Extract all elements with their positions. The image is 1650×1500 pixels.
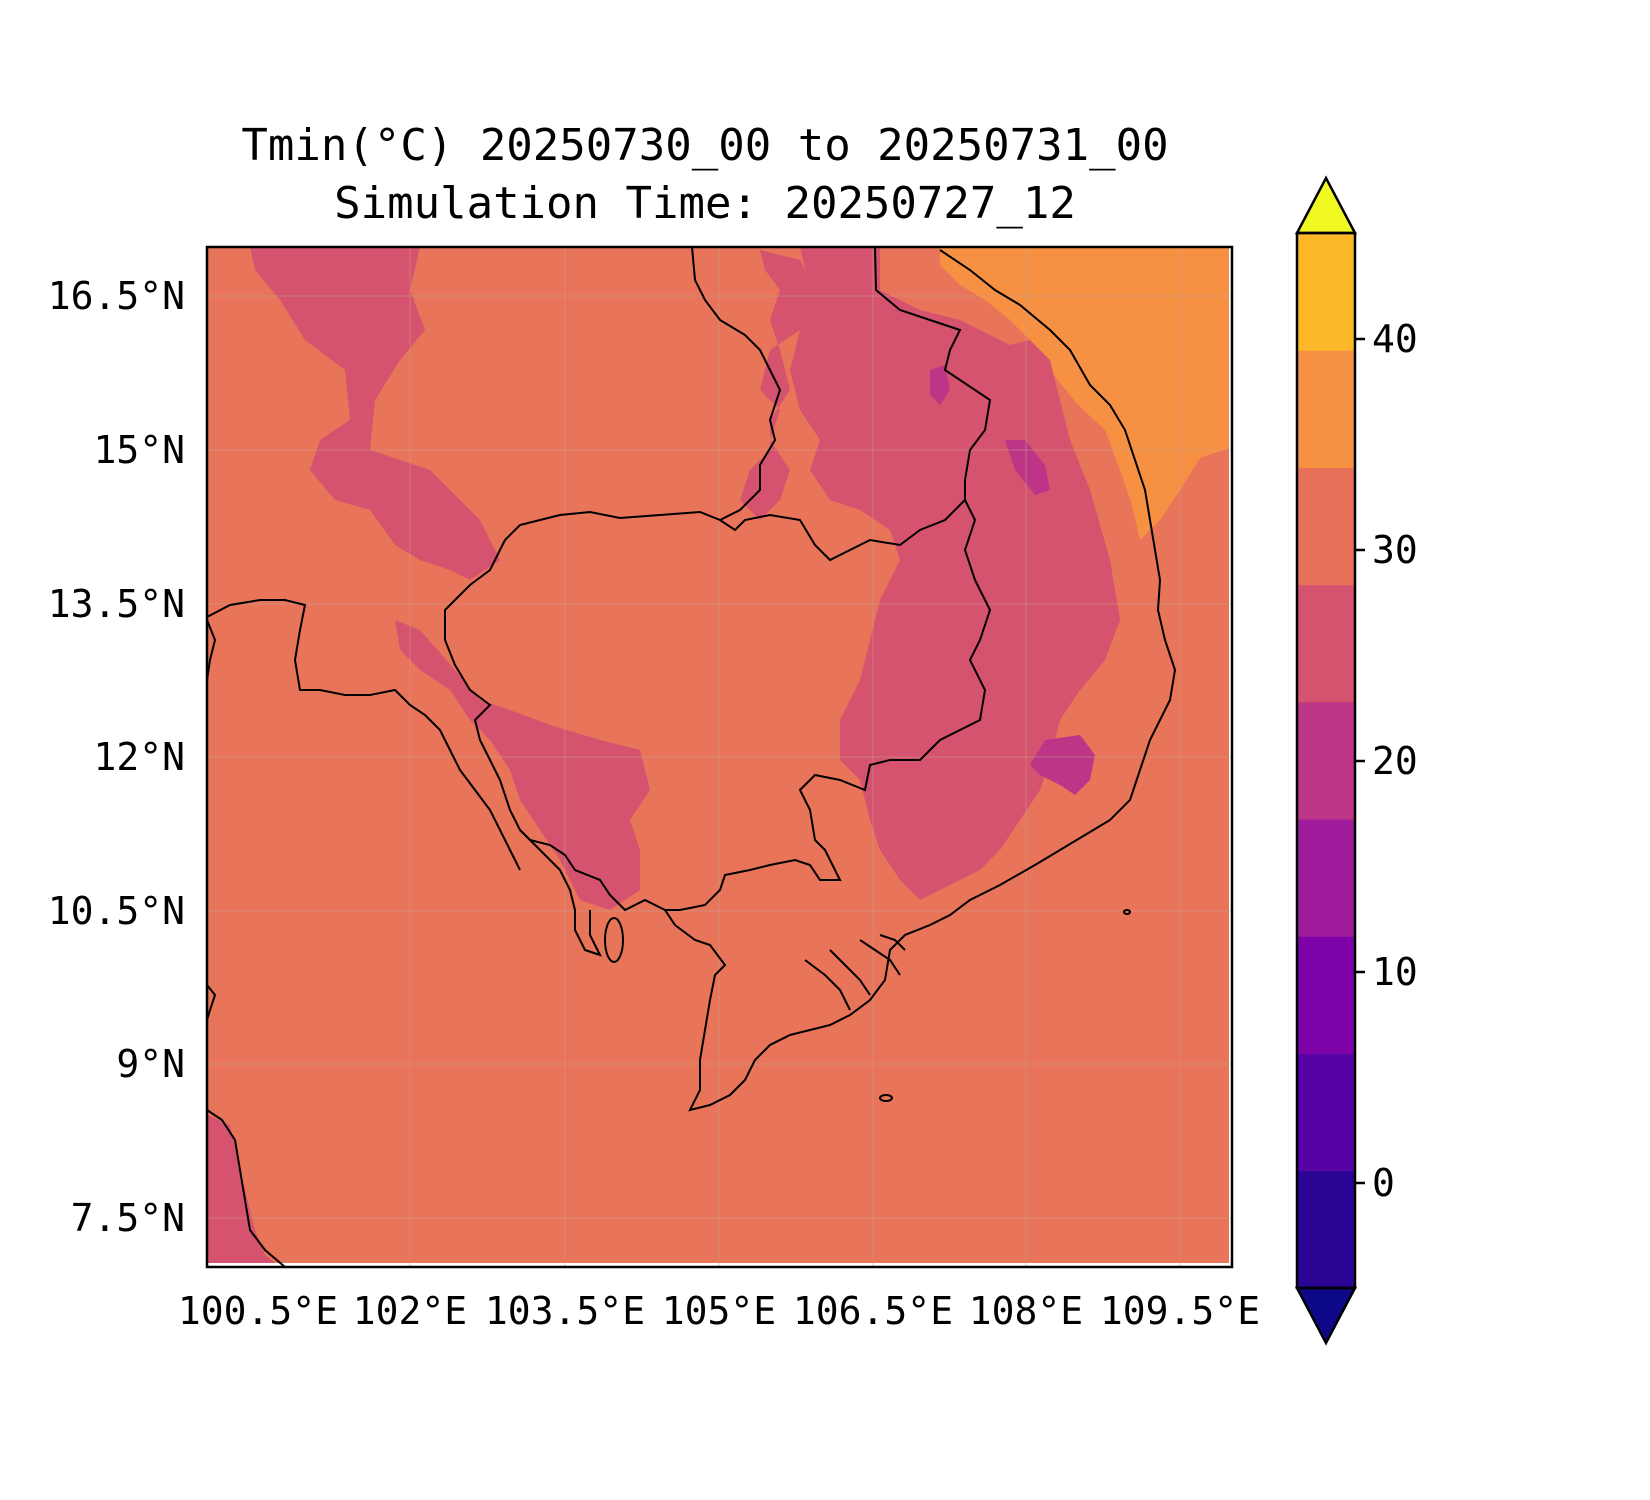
coast-gulf-of-thailand — [519, 829, 602, 957]
island-con-dao — [879, 1094, 893, 1102]
colorbar-band — [1297, 233, 1355, 351]
coolest-spot-north — [930, 365, 950, 405]
island-phu-quoc — [604, 917, 624, 963]
lat-tick-label: 15°N — [93, 428, 185, 472]
lon-tick-label: 103.5°E — [485, 1289, 645, 1333]
lat-tick-label: 13.5°N — [48, 582, 185, 626]
border-cambodia — [444, 498, 992, 912]
colorbar-band — [1297, 1053, 1355, 1172]
lon-tick-label: 105°E — [662, 1289, 776, 1333]
coast-thailand-east — [206, 599, 521, 871]
map-frame — [205, 245, 1234, 1269]
colorbar-band — [1297, 936, 1355, 1055]
islands-mekong-delta — [804, 934, 906, 1011]
chart-title-line2: Simulation Time: 20250727_12 — [334, 178, 1076, 229]
lat-tick-label: 12°N — [93, 735, 185, 779]
lon-tick-label: 100.5°E — [178, 1289, 338, 1333]
colorbar-band — [1297, 584, 1355, 703]
coast-mekong-delta — [664, 909, 931, 1112]
coast-thailand-southwest — [206, 1109, 286, 1268]
cool-region-northwest — [250, 247, 500, 580]
coast-west-edge-south — [206, 984, 217, 1021]
colorbar-tick-label: 20 — [1372, 739, 1418, 783]
colorbar-band — [1297, 467, 1355, 586]
lat-tick-label: 16.5°N — [48, 274, 185, 318]
coolest-spot-highlands — [1005, 440, 1050, 495]
border-laos-thailand — [691, 246, 782, 521]
colorbar-tick-label: 30 — [1372, 528, 1418, 572]
border-laos-vietnam — [874, 246, 992, 500]
colorbar-tick-label: 10 — [1372, 950, 1418, 994]
colorbar: 0 10 20 30 40 — [1294, 175, 1418, 1346]
lon-tick-label: 108°E — [969, 1289, 1083, 1333]
lon-tick-label: 102°E — [353, 1289, 467, 1333]
lon-tick-label: 106.5°E — [793, 1289, 953, 1333]
gridlines — [207, 247, 1232, 1267]
colorbar-ticks — [1355, 337, 1365, 1185]
lat-tick-label: 7.5°N — [71, 1196, 185, 1240]
cool-region-laos — [740, 250, 820, 520]
colorbar-bands — [1297, 233, 1355, 1289]
lat-axis: 16.5°N 15°N 13.5°N 12°N 10.5°N 9°N 7.5°N — [48, 274, 185, 1240]
colorbar-extend-top — [1294, 175, 1358, 235]
colorbar-band — [1297, 1170, 1355, 1289]
coolest-spot-east — [1030, 735, 1095, 795]
chart-title-line1: Tmin(°C) 20250730_00 to 20250731_00 — [241, 120, 1169, 171]
colorbar-band — [1297, 701, 1355, 820]
colorbar-extend-bottom — [1294, 1286, 1358, 1346]
cool-region-west-coast — [395, 620, 650, 910]
coastlines-borders — [206, 246, 1177, 1268]
colorbar-band — [1297, 350, 1355, 468]
colorbar-band — [1297, 819, 1355, 937]
island-phu-quy — [1123, 909, 1131, 915]
lat-tick-label: 9°N — [116, 1042, 185, 1086]
coast-west-edge — [206, 619, 217, 681]
colorbar-labels: 0 10 20 30 40 — [1372, 317, 1418, 1205]
lon-tick-label: 109.5°E — [1100, 1289, 1260, 1333]
lat-tick-label: 10.5°N — [48, 889, 185, 933]
colorbar-tick-label: 0 — [1372, 1161, 1395, 1205]
coast-vietnam-east — [929, 249, 1177, 926]
lon-axis: 100.5°E 102°E 103.5°E 105°E 106.5°E 108°… — [178, 1289, 1260, 1333]
warm-region-northeast — [940, 247, 1232, 540]
colorbar-tick-label: 40 — [1372, 317, 1418, 361]
